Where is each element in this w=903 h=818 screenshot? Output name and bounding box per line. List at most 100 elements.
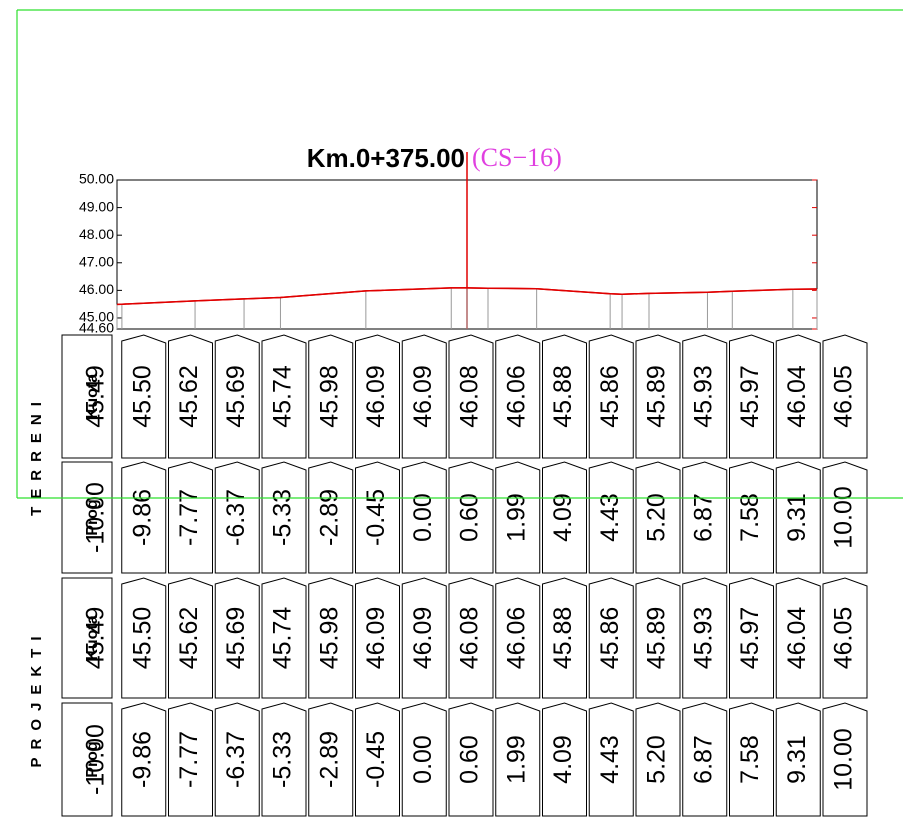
cell	[121, 334, 167, 459]
prog-value: 0.60	[456, 735, 484, 784]
prog-value: -10.00	[82, 724, 110, 795]
kuota-value: 45.98	[315, 365, 343, 428]
kuota-value: 45.98	[315, 607, 343, 670]
y-tick-label: 49.00	[79, 198, 114, 214]
cell	[822, 702, 868, 817]
kuota-value: 46.09	[409, 365, 437, 428]
prog-value: -5.33	[269, 731, 297, 788]
kuota-value: 45.93	[689, 607, 717, 670]
kuota-value: 45.89	[643, 607, 671, 670]
cell	[448, 334, 494, 459]
cell	[308, 461, 354, 574]
y-tick-label: 48.00	[79, 226, 114, 242]
kuota-value: 45.86	[596, 607, 624, 670]
cell	[729, 461, 774, 574]
prog-value: 1.99	[502, 735, 530, 784]
cell	[121, 577, 167, 699]
cell	[822, 461, 868, 574]
cell	[682, 334, 728, 459]
kuota-value: 46.09	[362, 365, 390, 428]
cell	[635, 461, 681, 574]
cell	[261, 702, 307, 817]
cell	[729, 334, 774, 459]
cell	[775, 577, 821, 699]
y-tick-label: 50.00	[79, 171, 114, 187]
prog-value: 0.00	[409, 735, 437, 784]
kuota-value: 45.93	[689, 365, 717, 428]
cell	[729, 702, 774, 817]
kuota-value: 46.04	[783, 607, 811, 670]
cell	[168, 334, 213, 459]
row-label: Prog	[84, 741, 101, 777]
kuota-value: 45.97	[736, 607, 764, 670]
cell	[495, 577, 541, 699]
cell	[448, 461, 494, 574]
cell	[355, 577, 400, 699]
kuota-value: 46.08	[456, 607, 484, 670]
cell	[308, 702, 354, 817]
kuota-value: 46.05	[830, 365, 858, 428]
cell	[121, 461, 167, 574]
cell	[401, 577, 447, 699]
cell	[401, 334, 447, 459]
kuota-value: 45.88	[549, 365, 577, 428]
profile-line	[116, 287, 818, 306]
cell	[635, 334, 681, 459]
prog-value: 4.43	[596, 735, 624, 784]
cell	[168, 461, 213, 574]
title: Km.0+375.00	[307, 143, 465, 173]
row-label-cell	[61, 334, 113, 459]
kuota-value: 45.50	[128, 607, 156, 670]
prog-value: 0.00	[409, 493, 437, 542]
prog-value: -0.45	[362, 731, 390, 788]
cell	[588, 702, 634, 817]
cell	[542, 702, 587, 817]
cell	[775, 702, 821, 817]
cell	[542, 334, 587, 459]
prog-value: 7.58	[736, 493, 764, 542]
prog-value: 0.60	[456, 493, 484, 542]
prog-value: -6.37	[222, 731, 250, 788]
cell	[542, 461, 587, 574]
kuota-value: 45.89	[643, 365, 671, 428]
kuota-value: 45.62	[175, 607, 203, 670]
row-label-cell	[61, 577, 113, 699]
kuota-value: 45.49	[82, 607, 110, 670]
kuota-value: 45.74	[269, 365, 297, 428]
kuota-value: 45.74	[269, 607, 297, 670]
kuota-value: 45.88	[549, 607, 577, 670]
cell	[635, 577, 681, 699]
prog-value: 5.20	[643, 735, 671, 784]
cell	[121, 702, 167, 817]
cell	[355, 334, 400, 459]
cell	[168, 702, 213, 817]
cell	[448, 702, 494, 817]
prog-value: 4.43	[596, 493, 624, 542]
kuota-value: 46.05	[830, 607, 858, 670]
cell	[775, 334, 821, 459]
cell	[308, 577, 354, 699]
kuota-value: 46.06	[502, 607, 530, 670]
kuota-value: 45.69	[222, 607, 250, 670]
prog-value: 5.20	[643, 493, 671, 542]
kuota-value: 46.06	[502, 365, 530, 428]
cell	[401, 461, 447, 574]
row-label: Kuota	[84, 615, 101, 660]
prog-value: 9.31	[783, 735, 811, 784]
cell	[355, 702, 400, 817]
cell	[261, 577, 307, 699]
prog-value: 4.09	[549, 493, 577, 542]
cell	[682, 461, 728, 574]
kuota-value: 46.09	[409, 607, 437, 670]
prog-value: 9.31	[783, 493, 811, 542]
cell	[822, 334, 868, 459]
cell	[355, 461, 400, 574]
cell	[495, 334, 541, 459]
cell	[261, 461, 307, 574]
y-tick-label: 47.00	[79, 253, 114, 269]
cell	[168, 577, 213, 699]
kuota-value: 45.50	[128, 365, 156, 428]
cell	[495, 702, 541, 817]
kuota-value: 46.09	[362, 607, 390, 670]
